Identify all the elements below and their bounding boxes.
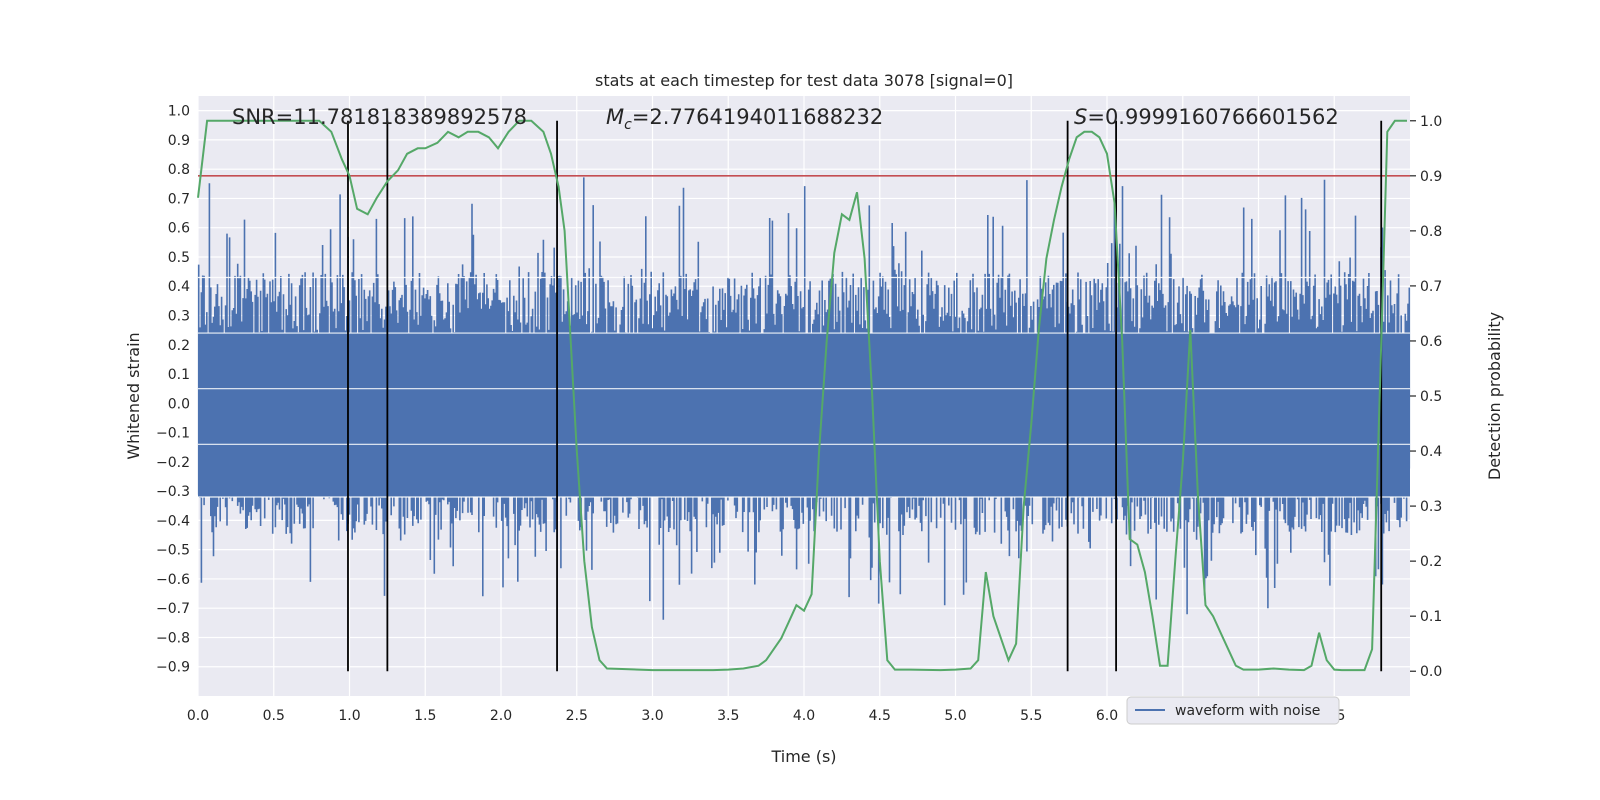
y-tick-label: 0.6 (168, 221, 190, 237)
x-axis-label: Time (s) (770, 747, 836, 766)
y2-tick-label: 0.5 (1420, 389, 1442, 405)
y-tick-label: −0.7 (156, 601, 190, 617)
x-tick-label: 2.5 (566, 708, 588, 724)
y-tick-label: 0.7 (168, 191, 190, 207)
y-tick-label: −0.1 (156, 426, 190, 442)
x-tick-label: 5.0 (944, 708, 966, 724)
spin-value: =0.9999160766601562 (1087, 105, 1338, 129)
y-tick-label: 0.5 (168, 250, 190, 266)
y-tick-label: −0.4 (156, 513, 190, 529)
y2-tick-label: 0.4 (1420, 444, 1442, 460)
y2-axis-ticks: 1.0 0.9 0.8 0.7 0.6 0.5 0.4 0.3 0.2 0.1 0.0 (1410, 114, 1442, 680)
chart-title: stats at each timestep for test data 307… (595, 71, 1013, 90)
x-tick-label: 0.0 (187, 708, 209, 724)
y-tick-label: 0.2 (168, 338, 190, 354)
y-tick-label: −0.5 (156, 543, 190, 559)
y-tick-label: 1.0 (168, 104, 190, 120)
legend-label-waveform: waveform with noise (1175, 703, 1320, 719)
x-tick-label: 6.0 (1096, 708, 1118, 724)
snr-annotation: SNR=11.781818389892578 (232, 105, 527, 129)
y-tick-label: 0.9 (168, 133, 190, 149)
y2-tick-label: 0.1 (1420, 609, 1442, 625)
chirp-mass-annotation: Mc=2.7764194011688232 (606, 105, 883, 133)
y2-tick-label: 0.9 (1420, 169, 1442, 185)
spin-symbol: S (1074, 105, 1087, 129)
y2-tick-label: 0.6 (1420, 334, 1442, 350)
probability-series (197, 119, 1407, 672)
x-tick-label: 4.5 (869, 708, 891, 724)
x-tick-label: 1.0 (338, 708, 360, 724)
y-tick-label: −0.2 (156, 455, 190, 471)
y-tick-label: 0.8 (168, 162, 190, 178)
y-axis-ticks: 1.0 0.9 0.8 0.7 0.6 0.5 0.4 0.3 0.2 0.1 0.0 −0.1 −0.… (156, 104, 190, 676)
y2-tick-label: 0.2 (1420, 554, 1442, 570)
y-tick-label: −0.3 (156, 484, 190, 500)
vertical-markers (347, 120, 1383, 672)
y-tick-label: −0.6 (156, 572, 190, 588)
y2-tick-label: 0.8 (1420, 224, 1442, 240)
y-tick-label: 0.4 (168, 279, 190, 295)
waveform-series (197, 177, 1411, 620)
y-tick-label: 0.3 (168, 309, 190, 325)
waveform-core (198, 333, 1410, 497)
x-tick-label: 3.0 (641, 708, 663, 724)
y2-tick-label: 0.3 (1420, 499, 1442, 515)
x-tick-label: 2.0 (490, 708, 512, 724)
y2-tick-label: 0.0 (1420, 664, 1442, 680)
y2-tick-label: 1.0 (1420, 114, 1442, 130)
x-tick-label: 0.5 (263, 708, 285, 724)
probability-line (197, 119, 1407, 672)
y-tick-label: −0.8 (156, 630, 190, 646)
legend: waveform with noise (1126, 696, 1340, 725)
y2-axis-label: Detection probability (1485, 312, 1504, 480)
x-tick-label: 5.5 (1020, 708, 1042, 724)
spin-annotation: S=0.9999160766601562 (1074, 105, 1339, 129)
x-tick-label: 3.5 (717, 708, 739, 724)
chirp-mass-symbol: M (606, 105, 624, 129)
y2-tick-label: 0.7 (1420, 279, 1442, 295)
y-tick-label: −0.9 (156, 660, 190, 676)
x-tick-label: 4.0 (793, 708, 815, 724)
legend-box (1126, 696, 1340, 725)
chirp-mass-value: =2.7764194011688232 (632, 105, 883, 129)
chirp-mass-subscript: c (624, 117, 632, 133)
y-tick-label: 0.0 (168, 396, 190, 412)
x-tick-label: 1.5 (414, 708, 436, 724)
y-axis-label: Whitened strain (124, 332, 143, 459)
y-tick-label: 0.1 (168, 367, 190, 383)
